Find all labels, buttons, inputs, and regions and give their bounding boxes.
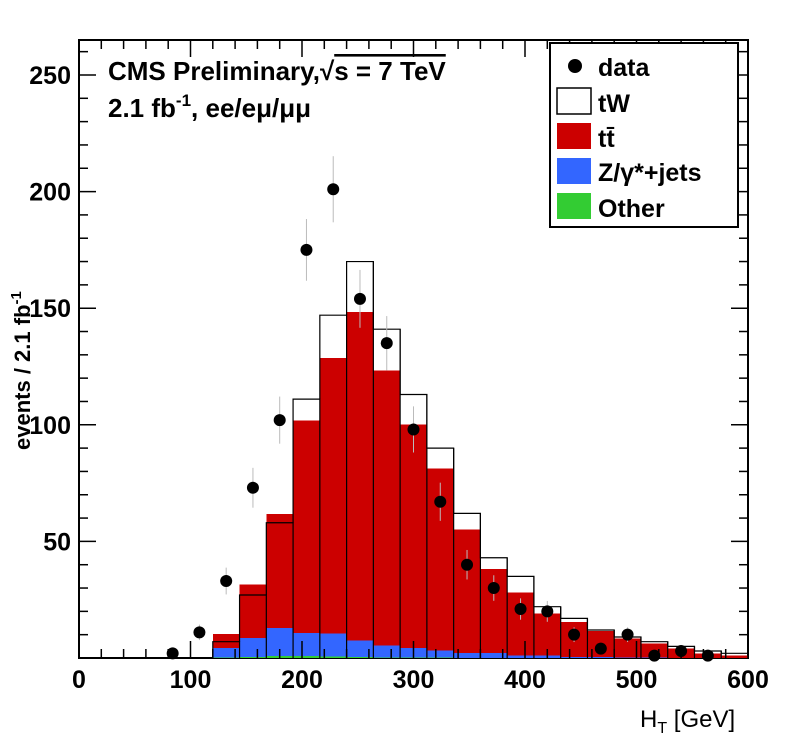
tw-outline [212, 260, 749, 658]
legend-label-data: data [598, 54, 651, 82]
bar-zjets-14 [453, 653, 481, 658]
y-tick-label-250: 250 [29, 62, 71, 90]
legend: data tW tt̄ Z/γ*+jets Other [549, 42, 739, 228]
y-tick-label-200: 200 [29, 179, 71, 207]
data-point-6 [327, 183, 340, 196]
y-tick-label-50: 50 [43, 528, 71, 556]
data-point-20 [701, 649, 714, 662]
data-point-2 [220, 575, 233, 588]
bar-zjets-6 [239, 638, 267, 658]
y-tick-label-150: 150 [29, 295, 71, 323]
sqrt-symbol: √ [320, 56, 335, 86]
data-point-16 [594, 642, 607, 655]
stacked-bars [212, 311, 748, 658]
bar-tt-12 [400, 424, 427, 658]
tw-bin-18 [560, 606, 589, 658]
legend-swatch-zjets [557, 158, 591, 184]
bar-zjets-19 [587, 656, 615, 658]
tw-bin-10 [346, 260, 374, 658]
bar-other-5 [212, 657, 240, 658]
data-point-17 [621, 628, 634, 641]
legend-label-tw: tW [598, 90, 630, 118]
x-tick-label-400: 400 [504, 666, 546, 694]
bar-tt-8 [293, 420, 320, 658]
bar-zjets-11 [373, 645, 401, 658]
x-tick-label-300: 300 [393, 666, 435, 694]
x-tick-labels: 0 100 200 300 400 500 600 [72, 666, 769, 694]
tw-bin-7 [265, 522, 294, 658]
data-points [166, 183, 714, 662]
lumi-label: 2.1 fb-1, ee/eμ/μμ [108, 91, 311, 123]
y-axis-label: events / 2.1 fb-1 [8, 291, 35, 450]
tw-bin-6 [238, 594, 267, 658]
data-point-3 [246, 481, 259, 494]
bar-tt-9 [319, 358, 347, 658]
legend-label-other: Other [598, 195, 665, 223]
legend-swatch-ttbar [557, 123, 591, 149]
legend-swatch-other [557, 193, 591, 219]
bar-other-10 [346, 657, 374, 658]
bar-tt-24 [721, 655, 748, 658]
bar-other-8 [293, 656, 320, 658]
legend-data-marker [568, 59, 582, 73]
bar-tt-20 [614, 638, 641, 658]
bar-zjets-5 [212, 647, 240, 658]
tw-bin-21 [640, 637, 669, 658]
tw-bin-8 [292, 398, 321, 658]
bar-zjets-8 [293, 632, 320, 658]
tw-bin-15 [479, 513, 508, 658]
tw-bin-12 [399, 329, 428, 658]
data-point-13 [514, 603, 527, 616]
bar-zjets-20 [614, 657, 641, 658]
legend-label-ttbar: tt̄ [598, 125, 615, 153]
x-tick-label-200: 200 [281, 666, 323, 694]
legend-swatch-tw [556, 87, 592, 115]
tw-bin-13 [426, 394, 455, 658]
chart-title: CMS Preliminary,√s = 7 TeV [108, 56, 446, 86]
y-tick-label-100: 100 [29, 412, 71, 440]
bar-other-11 [373, 657, 401, 658]
bar-zjets-13 [426, 650, 454, 658]
data-point-9 [407, 423, 420, 436]
tw-bin-14 [453, 448, 481, 658]
x-tick-label-500: 500 [616, 666, 658, 694]
tw-bin-16 [506, 557, 535, 658]
bar-tt-11 [373, 370, 401, 658]
data-point-0 [166, 647, 179, 660]
bar-zjets-10 [346, 640, 374, 658]
data-point-10 [434, 495, 447, 508]
data-point-14 [541, 605, 554, 618]
bar-zjets-15 [480, 653, 508, 658]
x-axis-label: HT [GeV] [640, 706, 735, 737]
tw-bin-19 [586, 618, 615, 658]
data-point-4 [273, 414, 286, 427]
x-tick-label-600: 600 [727, 666, 769, 694]
bar-zjets-16 [507, 655, 534, 658]
legend-label-zjets: Z/γ*+jets [598, 159, 702, 187]
data-point-18 [648, 649, 661, 662]
data-point-8 [380, 337, 393, 350]
data-point-11 [461, 558, 474, 571]
bar-zjets-18 [560, 656, 588, 658]
y-tick-labels: 50 100 150 200 250 [29, 62, 71, 556]
bar-other-9 [319, 656, 347, 658]
data-point-1 [193, 626, 206, 639]
x-tick-label-0: 0 [72, 666, 86, 694]
energy-label: s = 7 TeV [334, 56, 446, 86]
bar-tt-14 [453, 529, 481, 658]
data-point-12 [487, 582, 500, 595]
bar-other-6 [239, 656, 267, 658]
x-tick-label-100: 100 [170, 666, 212, 694]
tw-bin-9 [319, 314, 348, 658]
data-point-5 [300, 243, 313, 256]
bar-tt-10 [346, 311, 374, 658]
data-point-7 [353, 292, 366, 305]
data-point-15 [568, 628, 581, 641]
